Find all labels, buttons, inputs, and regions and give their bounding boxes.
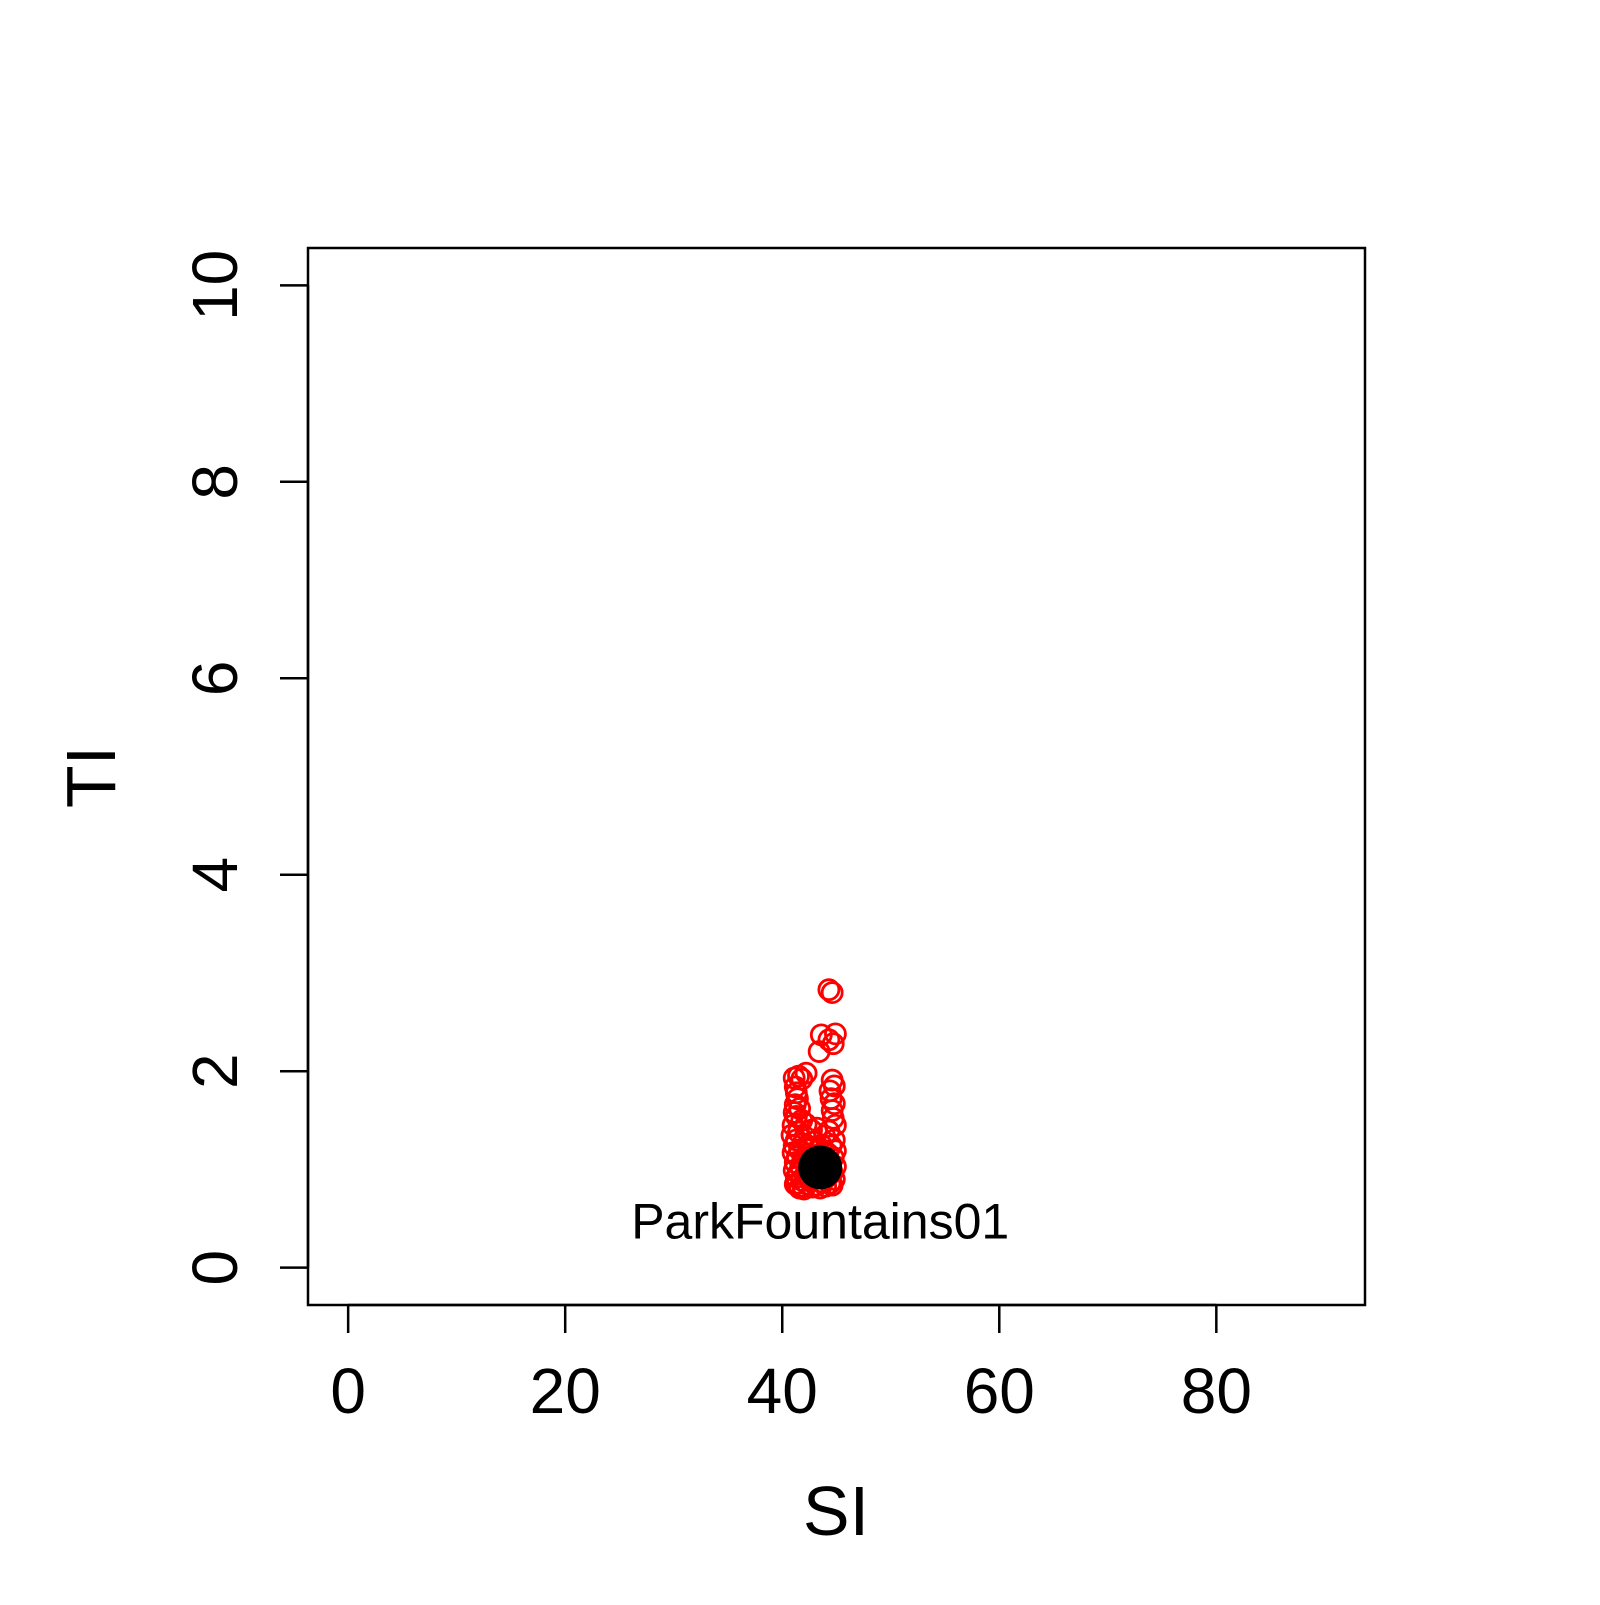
data-point — [783, 1172, 807, 1196]
data-point — [817, 978, 841, 1002]
point-annotation: ParkFountains01 — [631, 1194, 1009, 1250]
x-tick-label: 0 — [330, 1355, 366, 1427]
y-tick-label: 8 — [179, 464, 251, 500]
x-tick-label: 80 — [1181, 1355, 1252, 1427]
y-axis-title: TI — [52, 746, 130, 808]
x-axis-title: SI — [803, 1472, 869, 1550]
x-tick-label: 20 — [530, 1355, 601, 1427]
reference-point — [798, 1145, 843, 1190]
x-tick-label: 40 — [747, 1355, 818, 1427]
x-axis: 0 20 40 60 80 — [330, 1303, 1252, 1427]
data-point — [822, 1074, 846, 1098]
data-point — [820, 981, 844, 1005]
annotation-layer: ParkFountains01 — [631, 1194, 1009, 1250]
y-tick-label: 2 — [179, 1053, 251, 1089]
y-tick-label: 6 — [179, 660, 251, 696]
y-axis: 0 2 4 6 8 10 — [179, 250, 310, 1286]
y-tick-label: 4 — [179, 857, 251, 893]
points-layer — [780, 978, 847, 1201]
data-point — [807, 1040, 831, 1063]
x-tick-label: 60 — [964, 1355, 1035, 1427]
data-point — [824, 1022, 847, 1046]
y-tick-label: 0 — [179, 1250, 251, 1286]
y-tick-label: 10 — [179, 250, 251, 321]
